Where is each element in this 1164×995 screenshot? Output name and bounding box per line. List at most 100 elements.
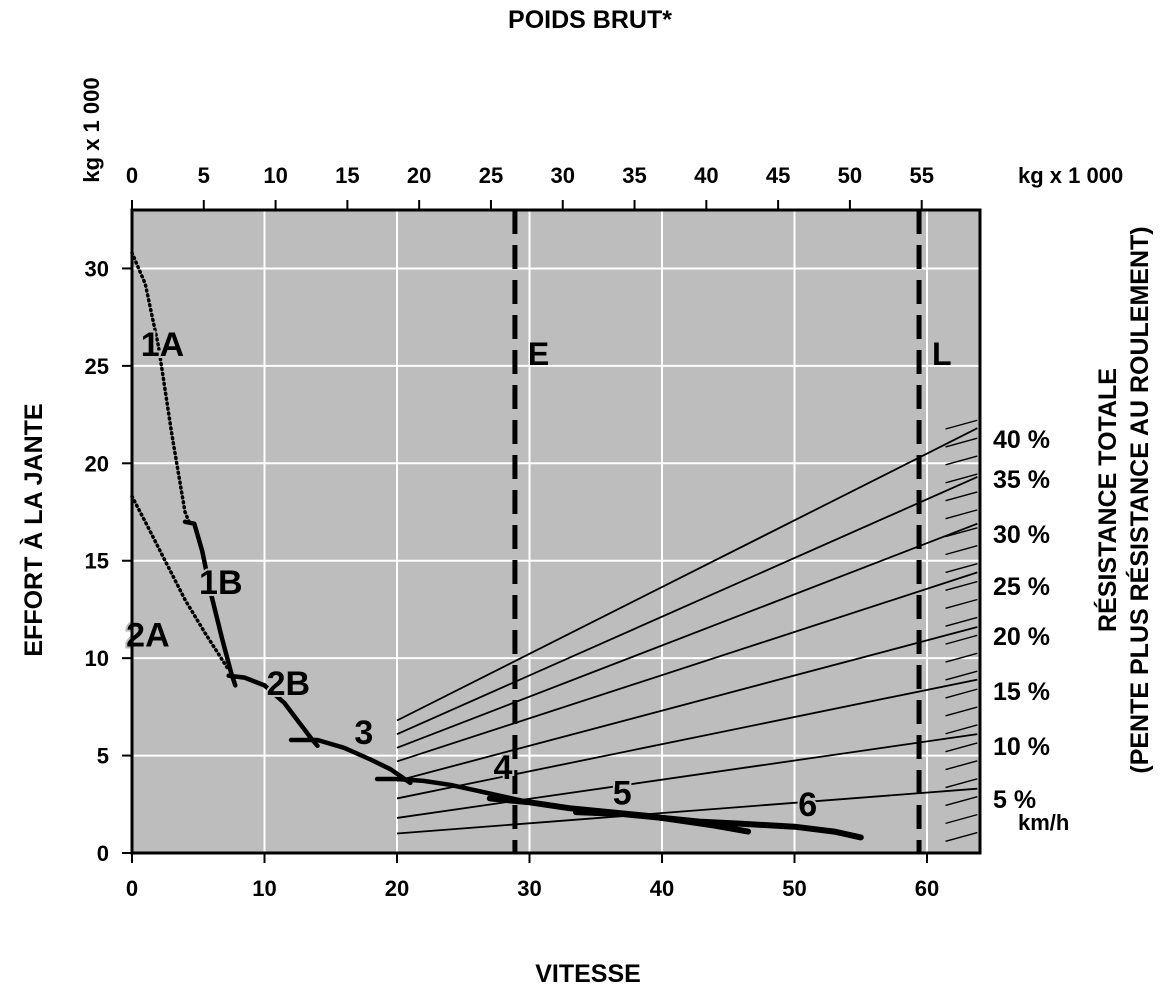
resistance-line [396, 522, 978, 749]
gear-curves [130, 251, 864, 841]
hatch-mark [945, 831, 978, 842]
resistance-label: 40 % [993, 426, 1050, 454]
vertical-marker-label: L [932, 336, 952, 372]
top-tick-label: 25 [479, 163, 503, 188]
resistance-hatching [945, 419, 978, 842]
resistance-line [396, 427, 978, 722]
x-tick-label: 50 [782, 876, 806, 901]
resistance-label: 15 % [993, 678, 1050, 706]
hatch-mark [945, 813, 978, 825]
top-tick-label: 45 [766, 163, 790, 188]
hatch-mark [945, 670, 978, 681]
top-tick-label: 50 [838, 163, 862, 188]
x-tick-label: 0 [126, 876, 138, 901]
y-tick-label: 5 [97, 744, 109, 769]
gear-curve [182, 519, 238, 688]
resistance-label: 5 % [993, 786, 1036, 814]
vertical-marker-label: E [528, 336, 549, 372]
grid [132, 210, 980, 853]
resistance-line [396, 626, 978, 782]
gear-curve [130, 251, 191, 524]
hatch-mark [945, 419, 978, 430]
top-tick-label: 5 [198, 163, 210, 188]
y-axis-unit: kg x 1 000 [79, 77, 104, 182]
curve-label: 3 [354, 714, 373, 752]
hatch-mark [945, 778, 978, 789]
resistance-label: 30 % [993, 521, 1050, 549]
chart-title: POIDS BRUT* [508, 6, 672, 34]
top-tick-label: 35 [622, 163, 646, 188]
plot-frame [130, 208, 982, 855]
resistance-line [396, 787, 978, 835]
resistance-line [396, 678, 978, 800]
resistance-label: 20 % [993, 623, 1050, 651]
hatch-mark [945, 545, 978, 556]
hatch-mark [945, 634, 978, 645]
hatch-mark [945, 724, 978, 735]
top-tick-label: 20 [407, 163, 431, 188]
top-tick-label: 0 [126, 163, 138, 188]
y-tick-label: 20 [85, 451, 109, 476]
y-tick-label: 15 [85, 549, 109, 574]
gear-curve [130, 494, 230, 670]
top-tick-label: 40 [694, 163, 718, 188]
plot-area [132, 210, 980, 853]
hatch-mark [945, 760, 978, 771]
hatch-mark [945, 688, 978, 699]
top-tick-label: 30 [551, 163, 575, 188]
right-axis-title-line2: (PENTE PLUS RÉSISTANCE AU ROULEMENT) [1125, 226, 1154, 773]
gear-curve [572, 809, 864, 841]
resistance-line [396, 571, 978, 763]
x-tick-label: 10 [252, 876, 276, 901]
top-axis-unit: kg x 1 000 [1018, 163, 1123, 188]
resistance-label: 10 % [993, 733, 1050, 761]
top-tick-label: 55 [909, 163, 933, 188]
y-tick-label: 30 [85, 256, 109, 281]
gear-curve [288, 737, 413, 786]
curve-label: 1B [199, 564, 242, 602]
hatch-mark [945, 598, 978, 609]
resistance-lines: 40 % 35 % 30 % 25 % 20 % 15 % 10 % 5 % [396, 426, 1050, 835]
hatch-mark [945, 527, 978, 538]
hatch-mark [945, 562, 978, 574]
x-tick-label: 40 [650, 876, 674, 901]
x-tick-label: 30 [517, 876, 541, 901]
hatch-mark [945, 706, 978, 717]
y-tick-label: 25 [85, 354, 109, 379]
y-tick-label: 10 [85, 646, 109, 671]
curve-label: 4 [494, 749, 513, 787]
hatch-mark [945, 616, 978, 627]
curve-label: 6 [798, 786, 817, 824]
resistance-label: 25 % [993, 573, 1050, 601]
hatch-mark [945, 742, 978, 753]
curve-label: 1A [141, 326, 184, 364]
hatch-mark [945, 473, 978, 484]
top-tick-label: 15 [335, 163, 359, 188]
x-axis-unit: km/h [1018, 810, 1069, 835]
y-axis-title: EFFORT À LA JANTE [19, 403, 48, 656]
curve-label: 5 [613, 774, 632, 812]
hatch-mark [945, 455, 978, 466]
curve-label: 2B [267, 665, 310, 703]
x-tick-label: 60 [915, 876, 939, 901]
x-tick-label: 20 [385, 876, 409, 901]
resistance-label: 35 % [993, 466, 1050, 494]
hatch-mark [945, 796, 978, 807]
hatch-mark [945, 580, 978, 592]
resistance-line [396, 476, 978, 735]
plot-background [132, 210, 980, 853]
right-axis-title-line1: RÉSISTANCE TOTALE [1093, 368, 1122, 632]
y-tick-label: 0 [97, 841, 109, 866]
hatch-mark [945, 491, 978, 502]
top-tick-label: 10 [263, 163, 287, 188]
x-axis-title: VITESSE [535, 960, 641, 988]
hatch-mark [945, 652, 978, 663]
hatch-mark [945, 509, 978, 520]
plot-border [130, 208, 982, 855]
resistance-line [396, 733, 978, 819]
hatch-mark [945, 437, 978, 448]
